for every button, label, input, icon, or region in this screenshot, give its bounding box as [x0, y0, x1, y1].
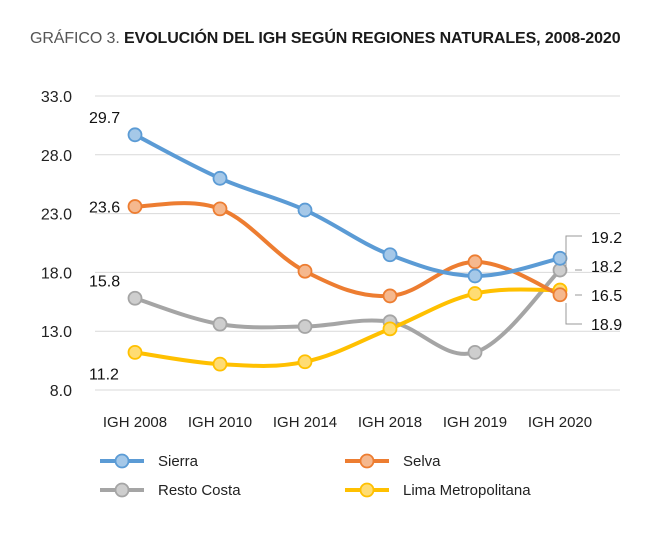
data-label: 16.5 [591, 288, 622, 305]
legend-label: Sierra [158, 453, 199, 470]
data-point-sierra [552, 250, 568, 266]
data-point-selva [127, 199, 143, 214]
legend-label: Lima Metropolitana [403, 482, 531, 499]
data-point-lima-metropolitana [467, 286, 483, 301]
legend-item-resto-costa: Resto Costa [100, 482, 241, 499]
series-line-resto-costa [133, 268, 562, 356]
chart-title-text: EVOLUCIÓN DEL IGH SEGÚN REGIONES NATURAL… [124, 30, 621, 47]
data-label: 15.8 [89, 273, 120, 290]
legend-item-selva: Selva [345, 453, 441, 470]
data-point-selva [467, 254, 483, 270]
y-tick-label: 8.0 [50, 383, 72, 400]
data-point-sierra [382, 247, 398, 263]
data-label: 19.2 [591, 230, 622, 247]
series-line-selva [133, 201, 562, 299]
data-point-lima-metropolitana [297, 354, 313, 370]
data-point-resto-costa [212, 316, 228, 332]
data-point-sierra [212, 170, 228, 186]
x-tick-label: IGH 2010 [188, 414, 252, 431]
x-tick-label: IGH 2008 [103, 414, 167, 431]
data-point-lima-metropolitana [382, 321, 398, 337]
legend-swatch-marker [359, 453, 375, 469]
y-tick-label: 23.0 [41, 207, 72, 224]
data-label: 29.7 [89, 110, 120, 127]
data-point-resto-costa [297, 319, 313, 334]
y-tick-label: 28.0 [41, 148, 72, 165]
data-point-sierra [467, 268, 483, 284]
data-point-resto-costa [127, 290, 143, 306]
chart-title-prefix: GRÁFICO 3. [30, 30, 120, 47]
series-line-lima-metropolitana [133, 287, 562, 368]
data-label: 23.6 [89, 200, 120, 217]
data-label: 18.2 [591, 259, 622, 276]
data-point-lima-metropolitana [212, 356, 228, 372]
legend-swatch-marker [359, 482, 375, 498]
chart-title: GRÁFICO 3. EVOLUCIÓN DEL IGH SEGÚN REGIO… [30, 30, 621, 48]
series-line-sierra [133, 132, 562, 278]
y-tick-label: 33.0 [41, 89, 72, 106]
data-label: 18.9 [591, 317, 622, 334]
data-label-leader [565, 235, 582, 271]
data-point-selva [212, 201, 228, 217]
x-tick-label: IGH 2014 [273, 414, 337, 431]
data-point-lima-metropolitana [127, 344, 143, 360]
x-tick-label: IGH 2018 [358, 414, 422, 431]
legend-label: Resto Costa [158, 482, 241, 499]
data-label-leader [565, 303, 582, 325]
legend-item-sierra: Sierra [100, 453, 199, 470]
data-point-selva [552, 287, 568, 303]
data-label: 11.2 [89, 366, 119, 383]
legend-label: Selva [403, 453, 441, 470]
data-point-selva [297, 263, 313, 279]
x-tick-label: IGH 2020 [528, 414, 592, 431]
data-point-sierra [127, 127, 143, 143]
legend-swatch-marker [114, 482, 130, 498]
y-tick-label: 18.0 [41, 265, 72, 282]
data-point-resto-costa [467, 344, 483, 360]
data-point-selva [382, 288, 398, 304]
legend-item-lima-metropolitana: Lima Metropolitana [345, 482, 531, 499]
legend-swatch-marker [114, 453, 130, 469]
data-point-sierra [297, 202, 313, 218]
y-tick-label: 13.0 [41, 324, 72, 341]
x-tick-label: IGH 2019 [443, 414, 507, 431]
